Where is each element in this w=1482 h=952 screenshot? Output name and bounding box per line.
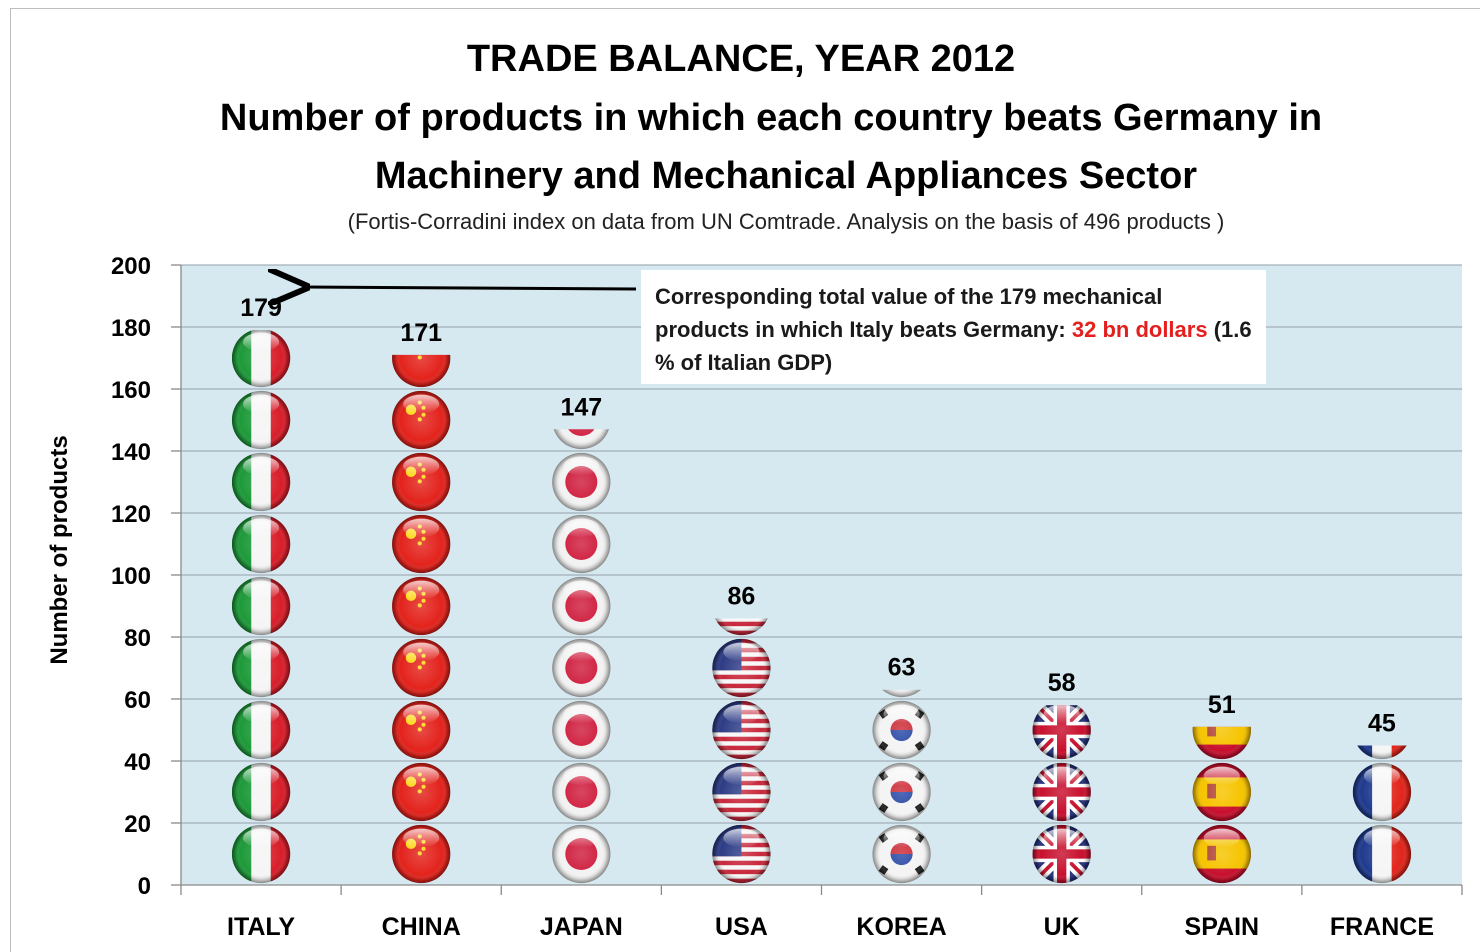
data-label: 63 — [888, 654, 916, 682]
japan-flag-sphere — [552, 514, 611, 574]
usa-flag-sphere — [712, 638, 771, 698]
japan-flag-sphere — [552, 452, 611, 512]
y-tick-label: 100 — [111, 563, 151, 590]
korea-flag-sphere — [872, 762, 931, 822]
y-tick-label: 20 — [124, 811, 151, 838]
data-label: 58 — [1048, 669, 1076, 697]
italy-flag-sphere — [231, 330, 291, 388]
china-flag-sphere — [392, 762, 451, 822]
y-tick-label: 80 — [124, 625, 151, 652]
x-tick-label: SPAIN — [1185, 913, 1260, 941]
korea-flag-sphere — [872, 824, 931, 884]
china-flag-sphere — [392, 452, 451, 512]
chart-subtitle-line1: Number of products in which each country… — [219, 97, 1323, 139]
y-tick-label: 60 — [124, 687, 151, 714]
bar — [872, 689, 931, 884]
x-tick-label: CHINA — [382, 913, 461, 941]
data-label: 86 — [728, 582, 756, 610]
chart-subtitle-line2: Machinery and Mechanical Appliances Sect… — [374, 155, 1198, 197]
bar — [1032, 705, 1091, 884]
bar — [712, 618, 771, 884]
bar — [552, 429, 611, 884]
data-label: 45 — [1368, 710, 1396, 738]
france-flag-sphere — [1352, 762, 1412, 822]
japan-flag-sphere — [552, 824, 611, 884]
x-tick-label: UK — [1044, 913, 1080, 941]
japan-flag-sphere — [552, 638, 611, 698]
spain-flag-sphere — [1192, 762, 1251, 822]
y-tick-label: 140 — [111, 439, 151, 466]
italy-flag-sphere — [231, 576, 291, 636]
usa-flag-sphere — [712, 618, 771, 636]
data-label: 51 — [1208, 691, 1236, 719]
spain-flag-sphere — [1192, 824, 1251, 884]
annotation-text-after: (1.6 % of Italian GDP) — [655, 317, 1252, 375]
x-tick-label: USA — [715, 913, 768, 941]
bar — [1192, 726, 1251, 884]
annotation-text-before: Corresponding total value of the 179 mec… — [655, 284, 1163, 342]
y-tick-label: 160 — [111, 377, 151, 404]
uk-flag-sphere — [1032, 705, 1091, 760]
chart-frame — [10, 8, 1480, 952]
chart-title: TRADE BALANCE, YEAR 2012 — [466, 38, 1016, 80]
x-tick-label: ITALY — [227, 913, 295, 941]
y-tick-label: 120 — [111, 501, 151, 528]
x-tick-label: KOREA — [856, 913, 946, 941]
annotation-box: Corresponding total value of the 179 mec… — [641, 270, 1266, 384]
y-tick-label: 180 — [111, 315, 151, 342]
italy-flag-sphere — [231, 700, 291, 760]
japan-flag-sphere — [552, 576, 611, 636]
usa-flag-sphere — [712, 700, 771, 760]
y-tick-label: 0 — [138, 873, 151, 900]
japan-flag-sphere — [552, 429, 611, 450]
italy-flag-sphere — [231, 390, 291, 450]
data-label: 179 — [240, 294, 282, 322]
chart-source-note: (Fortis-Corradini index on data from UN … — [347, 209, 1225, 234]
bar — [1352, 745, 1412, 884]
china-flag-sphere — [392, 576, 451, 636]
x-tick-label: FRANCE — [1330, 913, 1434, 941]
data-label: 147 — [560, 393, 602, 421]
japan-flag-sphere — [552, 762, 611, 822]
italy-flag-sphere — [231, 638, 291, 698]
y-tick-label: 40 — [124, 749, 151, 776]
japan-flag-sphere — [552, 700, 611, 760]
uk-flag-sphere — [1032, 824, 1091, 884]
korea-flag-sphere — [872, 689, 931, 698]
bar — [392, 354, 451, 884]
bar — [231, 330, 291, 884]
italy-flag-sphere — [231, 762, 291, 822]
china-flag-sphere — [392, 700, 451, 760]
italy-flag-sphere — [231, 452, 291, 512]
italy-flag-sphere — [231, 514, 291, 574]
uk-flag-sphere — [1032, 762, 1091, 822]
data-label: 171 — [400, 319, 442, 347]
y-axis-label: Number of products — [46, 435, 73, 664]
china-flag-sphere — [392, 514, 451, 574]
italy-flag-sphere — [231, 824, 291, 884]
usa-flag-sphere — [712, 824, 771, 884]
korea-flag-sphere — [872, 700, 931, 760]
y-tick-label: 200 — [111, 253, 151, 280]
annotation-arrow — [304, 287, 637, 289]
china-flag-sphere — [392, 824, 451, 884]
china-flag-sphere — [392, 638, 451, 698]
x-tick-label: JAPAN — [540, 913, 623, 941]
france-flag-sphere — [1352, 824, 1412, 884]
china-flag-sphere — [392, 390, 451, 450]
usa-flag-sphere — [712, 762, 771, 822]
annotation-highlight: 32 bn dollars — [1071, 317, 1208, 342]
